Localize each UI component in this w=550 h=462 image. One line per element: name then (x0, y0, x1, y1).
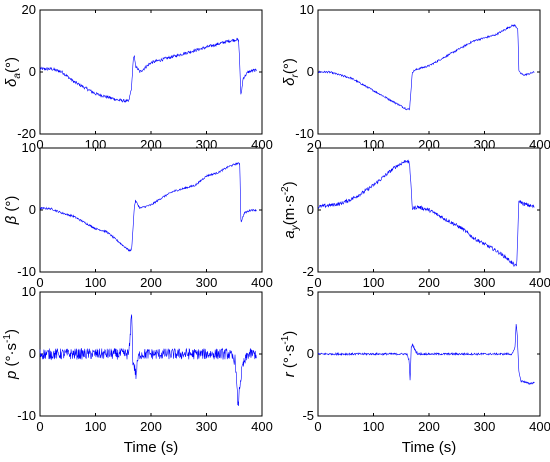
y-tick-label: 10 (22, 140, 36, 155)
x-tick-label: 200 (418, 275, 440, 290)
x-tick-label: 300 (474, 419, 496, 434)
y-tick-label: 10 (300, 2, 314, 17)
y-axis-label: δr(°) (281, 58, 301, 86)
y-tick-label: -10 (295, 126, 314, 141)
y-tick-label: 0 (307, 202, 314, 217)
y-axis-label: β (°) (3, 196, 20, 226)
x-tick-label: 400 (529, 275, 550, 290)
x-tick-label: 100 (85, 419, 107, 434)
y-axis-label: r (°·s-1) (280, 331, 298, 378)
y-tick-label: -5 (302, 408, 314, 423)
series-line-delta_a (39, 37, 257, 103)
x-axis-label: Time (s) (402, 439, 456, 456)
y-tick-label: 0 (307, 64, 314, 79)
x-tick-label: 400 (251, 275, 273, 290)
x-tick-label: 100 (363, 419, 385, 434)
x-tick-label: 100 (85, 275, 107, 290)
y-tick-label: 2 (307, 140, 314, 155)
x-tick-label: 0 (36, 419, 43, 434)
x-tick-label: 200 (418, 419, 440, 434)
x-tick-label: 300 (474, 275, 496, 290)
series-line-a_y (317, 159, 535, 267)
y-axis-label: ay(m·s-2) (280, 181, 301, 238)
x-tick-label: 200 (140, 419, 162, 434)
x-tick-label: 400 (251, 419, 273, 434)
x-tick-label: 300 (196, 275, 218, 290)
y-tick-label: 0 (29, 64, 36, 79)
series-line-p (39, 314, 257, 407)
x-tick-label: 0 (36, 275, 43, 290)
y-tick-label: 10 (22, 284, 36, 299)
y-axis-label: δa(°) (3, 57, 23, 87)
series-line-delta_r (317, 24, 535, 111)
x-tick-label: 300 (196, 419, 218, 434)
x-tick-label: 0 (314, 275, 321, 290)
y-tick-label: 0 (29, 346, 36, 361)
y-tick-label: -20 (17, 126, 36, 141)
x-tick-label: 100 (363, 275, 385, 290)
y-tick-label: 0 (307, 346, 314, 361)
y-tick-label: -10 (17, 408, 36, 423)
x-axis-label: Time (s) (124, 439, 178, 456)
y-tick-label: -10 (17, 264, 36, 279)
series-line-beta (39, 162, 257, 252)
x-tick-label: 200 (140, 275, 162, 290)
y-tick-label: -2 (302, 264, 314, 279)
plot-frame (39, 9, 263, 135)
x-tick-label: 0 (314, 137, 321, 152)
plot-frame (317, 147, 541, 273)
y-tick-label: 0 (29, 202, 36, 217)
x-tick-label: 0 (36, 137, 43, 152)
series-line-r (317, 323, 535, 385)
y-tick-label: 20 (22, 2, 36, 17)
y-axis-label: p (°·s-1) (2, 329, 20, 380)
y-tick-label: 5 (307, 284, 314, 299)
x-tick-label: 400 (529, 419, 550, 434)
x-tick-label: 0 (314, 419, 321, 434)
